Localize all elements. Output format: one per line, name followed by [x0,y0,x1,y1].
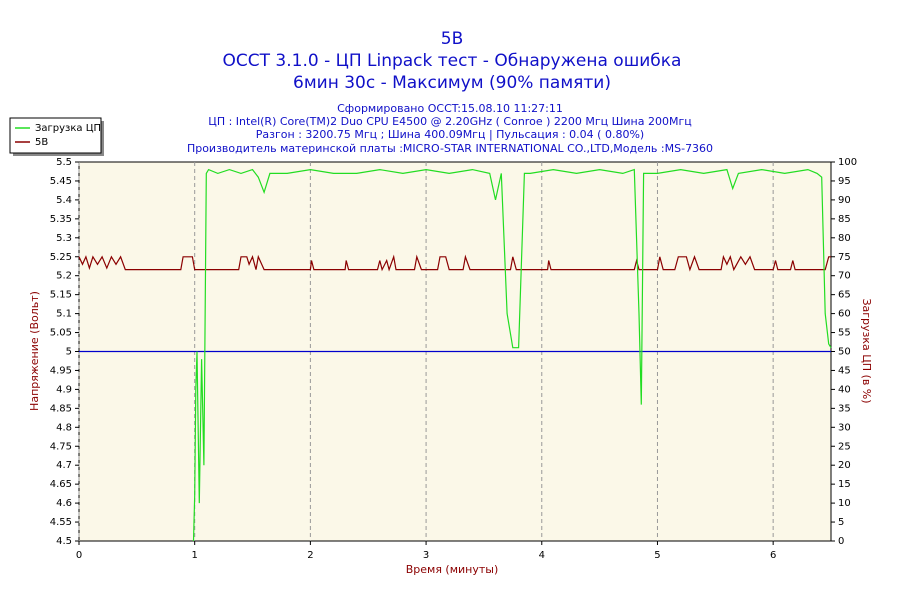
x-tick-label: 6 [770,550,776,561]
y2-tick-label: 55 [838,328,851,339]
x-tick-label: 3 [423,550,429,561]
y2-tick-label: 10 [838,498,851,509]
chart-title-line: OCCT 3.1.0 - ЦП Linpack тест - Обнаружен… [223,51,682,71]
subtitle: Производитель материнской платы :MICRO-S… [187,142,713,155]
y2-tick-label: 15 [838,479,851,490]
chart-title-line: 6мин 30с - Максимум (90% памяти) [293,73,611,93]
y-tick-label: 5.25 [50,252,72,263]
chart-title: 5В [441,29,463,49]
y-tick-label: 5.4 [56,195,72,206]
y2-tick-label: 70 [838,271,851,282]
y-tick-label: 4.95 [50,365,72,376]
series-line [78,254,831,272]
y2-tick-label: 45 [838,365,851,376]
y2-tick-label: 100 [838,157,857,168]
x-axis-label: Время (минуты) [406,563,499,576]
y2-tick-label: 40 [838,384,851,395]
legend [9,117,102,154]
y2-tick-label: 30 [838,422,851,433]
y2-tick-label: 25 [838,441,851,452]
y-tick-label: 5.3 [56,233,72,244]
y-tick-label: 4.7 [56,460,72,471]
y-axis-label: Напряжение (Вольт) [28,291,41,411]
y-tick-label: 4.8 [56,422,72,433]
y2-axis-label: Загрузка ЦП (в %) [860,298,873,403]
y2-tick-label: 75 [838,252,851,263]
y2-tick-label: 35 [838,403,851,414]
y-tick-label: 4.9 [56,384,72,395]
y2-tick-label: 60 [838,309,851,320]
y2-tick-label: 80 [838,233,851,244]
subtitle: ЦП : Intel(R) Core(TM)2 Duo CPU E4500 @ … [208,115,691,128]
series-line [192,168,832,542]
x-tick-label: 4 [539,550,545,561]
y-tick-label: 5 [66,347,72,358]
legend-label: 5В [35,137,48,148]
subtitle: Сформировано OCCT:15.08.10 11:27:11 [337,102,563,115]
y-tick-label: 4.65 [50,479,72,490]
y2-tick-label: 20 [838,460,851,471]
y2-tick-label: 85 [838,214,851,225]
y2-tick-label: 0 [838,536,844,547]
y-tick-label: 5.35 [50,214,72,225]
y2-tick-label: 50 [838,347,851,358]
y-tick-label: 5.1 [56,309,72,320]
y2-tick-label: 65 [838,290,851,301]
y2-tick-label: 95 [838,176,851,187]
x-tick-label: 0 [76,550,82,561]
y-tick-label: 4.5 [56,536,72,547]
y-tick-label: 5.5 [56,157,72,168]
y-tick-label: 4.55 [50,517,72,528]
y-tick-label: 4.85 [50,403,72,414]
y2-tick-label: 5 [838,517,844,528]
y2-tick-label: 90 [838,195,851,206]
legend-label: Загрузка ЦП [35,123,101,134]
y-tick-label: 5.05 [50,328,72,339]
y-tick-label: 5.45 [50,176,72,187]
y-tick-label: 5.15 [50,290,72,301]
y-tick-label: 5.2 [56,271,72,282]
y-tick-label: 4.75 [50,441,72,452]
subtitle: Разгон : 3200.75 Мгц ; Шина 400.09Мгц | … [256,128,644,141]
x-tick-label: 1 [192,550,198,561]
y-tick-label: 4.6 [56,498,72,509]
x-tick-label: 2 [307,550,313,561]
x-tick-label: 5 [654,550,660,561]
